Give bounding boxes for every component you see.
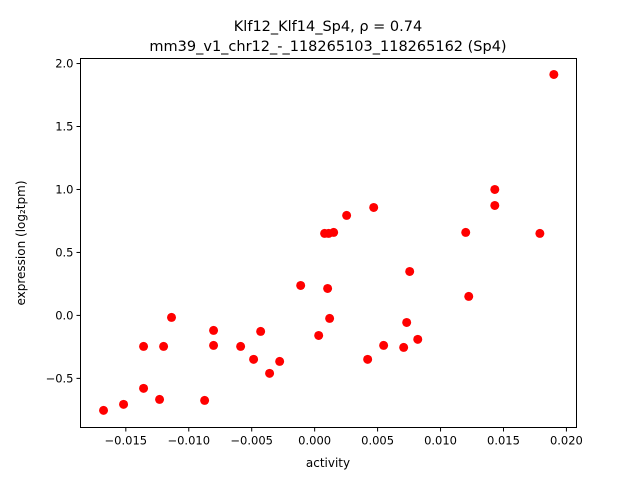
data-point xyxy=(490,184,500,194)
data-point xyxy=(119,399,129,409)
data-point xyxy=(399,342,409,352)
data-point xyxy=(155,394,165,404)
data-point xyxy=(209,325,219,335)
data-point xyxy=(461,227,471,237)
data-point xyxy=(329,227,339,237)
data-point xyxy=(379,340,389,350)
data-point xyxy=(249,354,259,364)
data-point xyxy=(296,280,306,290)
data-point xyxy=(402,317,412,327)
data-point xyxy=(342,210,352,220)
data-point xyxy=(209,340,219,350)
data-point xyxy=(325,313,335,323)
x-axis-ticks: −0.015 −0.010 −0.005 0.000 0.005 0.010 0.015 0.… xyxy=(105,427,583,448)
data-point xyxy=(139,383,149,393)
y-tick-label: 2.0 xyxy=(55,57,73,71)
y-tick-label: 1.5 xyxy=(55,120,73,134)
data-point xyxy=(256,326,266,336)
data-point xyxy=(159,341,169,351)
x-axis-label: activity xyxy=(306,456,350,470)
data-point xyxy=(265,368,275,378)
y-tick-label: −0.5 xyxy=(46,371,74,385)
data-point xyxy=(369,202,379,212)
points-layer xyxy=(99,69,559,415)
y-tick-label: 1.0 xyxy=(55,182,73,196)
data-point xyxy=(275,356,285,366)
y-axis-ticks: −0.5 0.0 0.5 1.0 1.5 2.0 xyxy=(46,57,81,385)
data-point xyxy=(535,228,545,238)
data-point xyxy=(323,283,333,293)
data-point xyxy=(413,334,423,344)
data-point xyxy=(200,395,210,405)
x-tick-label: 0.000 xyxy=(298,434,331,448)
x-tick-label: 0.005 xyxy=(361,434,394,448)
x-tick-label: 0.015 xyxy=(487,434,520,448)
data-point xyxy=(314,330,324,340)
data-point xyxy=(167,312,177,322)
data-point xyxy=(236,341,246,351)
x-tick-label: 0.020 xyxy=(550,434,583,448)
plot-frame xyxy=(80,58,577,428)
data-point xyxy=(99,405,109,415)
data-point xyxy=(490,200,500,210)
x-tick-label: 0.010 xyxy=(424,434,457,448)
y-axis-label: expression (log₂tpm) xyxy=(14,180,28,305)
data-point xyxy=(405,266,415,276)
data-point xyxy=(464,291,474,301)
data-point xyxy=(363,354,373,364)
chart-title-line1: Klf12_Klf14_Sp4, ρ = 0.74 xyxy=(234,19,422,35)
chart-title-line2: mm39_v1_chr12_-_118265103_118265162 (Sp4… xyxy=(149,39,506,55)
data-point xyxy=(549,69,559,79)
x-tick-label: −0.005 xyxy=(230,434,273,448)
x-tick-label: −0.015 xyxy=(105,434,148,448)
data-point xyxy=(139,341,149,351)
x-tick-label: −0.010 xyxy=(167,434,210,448)
y-tick-label: 0.5 xyxy=(55,245,73,259)
y-tick-label: 0.0 xyxy=(55,308,73,322)
